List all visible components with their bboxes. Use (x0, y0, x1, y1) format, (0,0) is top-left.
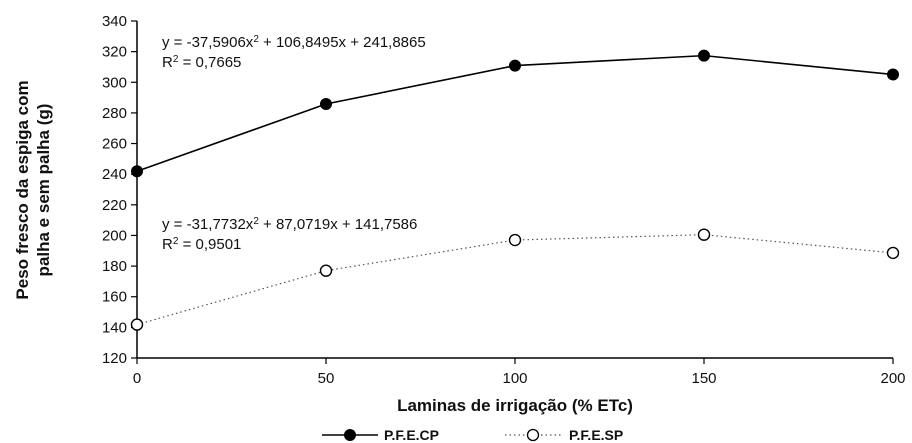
legend-label-sp: P.F.E.SP (569, 427, 623, 443)
y-tick-label: 260 (102, 136, 127, 153)
data-point-cp (887, 68, 899, 81)
data-point-sp (697, 228, 711, 241)
legend-marker-cp (344, 429, 356, 441)
x-tick-label: 0 (133, 370, 141, 387)
data-point-cp (509, 59, 521, 72)
x-tick-label: 200 (880, 370, 905, 387)
x-axis-title: Laminas de irrigação (% ETc) (397, 396, 633, 415)
x-tick-label: 50 (318, 370, 335, 387)
y-tick-label: 280 (102, 105, 127, 122)
series-line-cp (136, 54, 894, 173)
data-point-sp (130, 318, 144, 331)
series-layer (130, 49, 900, 331)
series-line-sp (136, 234, 894, 326)
y-tick-label: 200 (102, 227, 127, 244)
data-point-cp (131, 165, 143, 178)
data-point-cp (320, 98, 332, 111)
y-axis-title-line2: palha e sem palha (g) (34, 104, 53, 277)
data-point-sp (319, 264, 333, 277)
y-tick-label: 140 (102, 319, 127, 336)
y-tick-label: 320 (102, 44, 127, 61)
y-tick-label: 340 (102, 13, 127, 30)
y-tick-label: 160 (102, 289, 127, 306)
x-tick-label: 150 (691, 370, 716, 387)
y-axis-title-line1: Peso fresco da espiga com (13, 80, 32, 299)
r2-sp: R2 = 0,9501 (162, 236, 241, 254)
y-tick-label: 180 (102, 258, 127, 275)
y-tick-label: 300 (102, 74, 127, 91)
y-tick-label: 240 (102, 166, 127, 183)
equation-cp: y = -37,5906x2 + 106,8495x + 241,8865 (162, 34, 426, 52)
axes: 120 140 160 180 200 220 240 260 280 300 320 340 0 50 1… (102, 13, 906, 387)
data-point-sp (508, 233, 522, 247)
x-tick-label: 100 (502, 370, 527, 387)
legend-marker-sp (526, 428, 540, 442)
legend: P.F.E.CP P.F.E.SP (322, 427, 623, 443)
data-point-sp (886, 246, 900, 260)
y-tick-label: 220 (102, 197, 127, 214)
r2-cp: R2 = 0,7665 (162, 54, 241, 72)
legend-label-cp: P.F.E.CP (384, 427, 439, 443)
y-tick-label: 120 (102, 350, 127, 367)
equation-sp: y = -31,7732x2 + 87,0719x + 141,7586 (162, 216, 417, 234)
data-point-cp (698, 49, 710, 62)
